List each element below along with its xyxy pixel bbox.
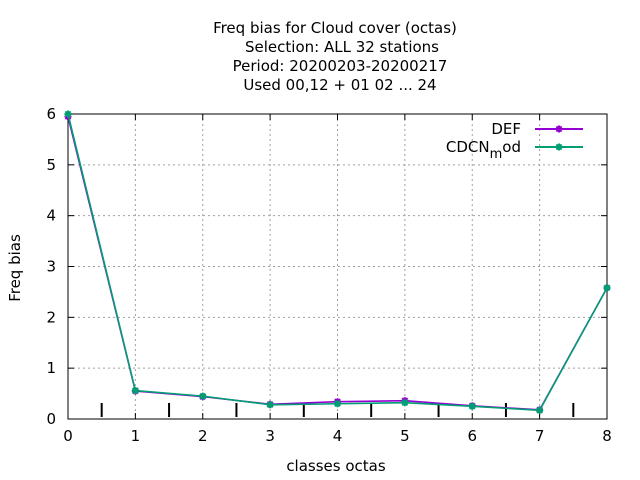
grid [68,114,607,419]
title-line-1: Freq bias for Cloud cover (octas) [213,19,457,37]
legend-entry-def: DEF [491,120,583,138]
y-tick-label: 0 [46,410,56,428]
legend-point-cdcn-mod [555,143,563,151]
data-point-cdcn-mod-d2 [603,284,611,292]
data-point-cdcn-mod-d2 [132,387,139,394]
legend-point-def [555,125,563,133]
data-point-cdcn-mod [131,387,139,395]
y-tick-label: 6 [46,105,56,123]
x-tick-label: 2 [198,427,208,445]
legend-label-cdcn-mod-main: CDCN [446,138,490,156]
title-line-4: Used 00,12 + 01 02 ... 24 [243,76,436,94]
x-tick-label: 1 [131,427,141,445]
legend-label-cdcn-mod-rest: od [502,138,521,156]
legend: DEF CDCNmod [446,120,583,162]
chart-title: Freq bias for Cloud cover (octas) Select… [213,19,457,94]
y-tick-label: 5 [46,156,56,174]
legend-point-cdcn-mod-d2 [555,143,563,151]
x-axis-label: classes octas [286,457,386,475]
y-tick-label: 4 [46,207,56,225]
data-point-cdcn-mod [536,406,544,414]
y-tick-labels: 0 1 2 3 4 5 6 [46,105,56,428]
data-point-cdcn-mod [334,400,341,408]
y-axis-label: Freq bias [6,234,24,302]
legend-point-def-d2 [555,125,563,133]
series-layer [64,110,611,414]
data-point-cdcn-mod [603,284,611,292]
data-point-cdcn-mod-d2 [468,402,476,410]
x-tick-label: 8 [602,427,612,445]
data-point-cdcn-mod-d2 [199,392,207,400]
y-tick-label: 3 [46,258,56,276]
x-tick-label: 7 [535,427,545,445]
x-tick-label: 4 [333,427,343,445]
legend-marker-cdcn-mod [555,143,563,151]
data-point-cdcn-mod [199,392,207,400]
x-tick-labels: 0 1 2 3 4 5 6 7 8 [63,427,612,445]
data-point-cdcn-mod [266,401,274,409]
legend-label-cdcn-mod: CDCNmod [446,138,521,162]
legend-entry-cdcn-mod: CDCNmod [446,138,583,162]
legend-marker-def [555,125,563,133]
y-tick-label: 1 [46,359,56,377]
data-point-cdcn-mod-d2 [536,407,543,414]
y-tick-label: 2 [46,308,56,326]
data-point-cdcn-mod [401,399,409,407]
x-tick-label: 5 [400,427,410,445]
data-point-cdcn-mod-d2 [64,110,72,118]
title-line-2: Selection: ALL 32 stations [245,38,439,56]
data-point-cdcn-mod-d2 [401,399,409,407]
x-tick-label: 0 [63,427,73,445]
x-tick-label: 6 [467,427,477,445]
legend-label-def-main: DEF [491,120,521,138]
title-line-3: Period: 20200203-20200217 [233,57,448,75]
data-point-cdcn-mod [64,110,72,118]
legend-label-cdcn-mod-sub: m [490,147,503,162]
data-point-cdcn-mod-d2 [266,401,274,409]
legend-label-def: DEF [491,120,521,138]
data-point-cdcn-mod [468,402,476,410]
minor-ticks [100,403,575,417]
data-point-cdcn-mod-d2 [334,400,341,408]
x-tick-label: 3 [265,427,275,445]
